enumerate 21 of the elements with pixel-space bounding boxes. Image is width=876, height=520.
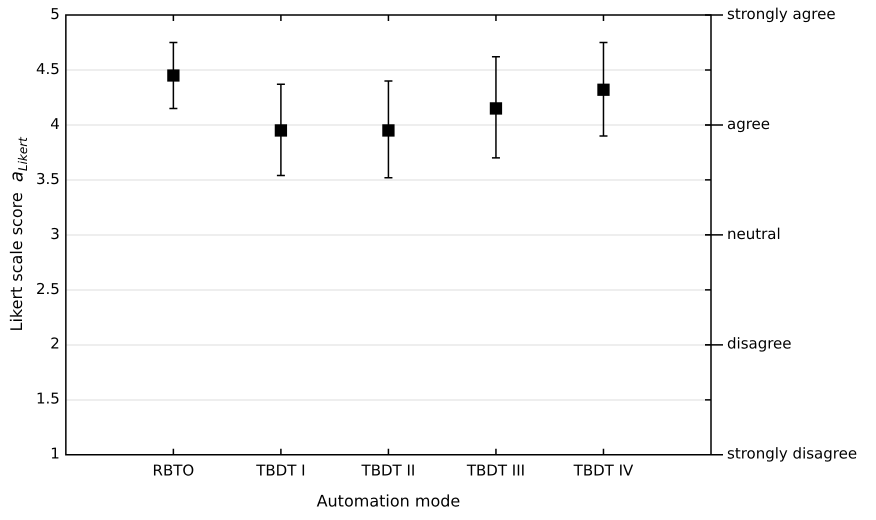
text: strongly disagree xyxy=(727,444,858,463)
y-tick-label: 3.5 xyxy=(36,170,60,188)
y-tick-label: 4.5 xyxy=(36,60,60,78)
x-tick-label: RBTO xyxy=(152,462,194,480)
y-tick-label: 2.5 xyxy=(36,280,60,298)
y-tick-label: 2 xyxy=(50,334,60,353)
y-tick-label: 1 xyxy=(50,444,60,463)
x-tick-label: TBDT III xyxy=(466,462,526,480)
y-axis-title: Likert scale score aLikert xyxy=(6,136,30,332)
text: strongly agree xyxy=(727,4,836,23)
text: neutral xyxy=(727,224,781,243)
x-tick-label: TBDT IV xyxy=(572,462,634,480)
y-tick-label: 1.5 xyxy=(36,390,60,408)
y-tick-label: 3 xyxy=(50,224,60,243)
x-tick-label: TBDT II xyxy=(360,462,416,480)
x-axis-title: Automation mode xyxy=(316,492,460,511)
y-tick-label: 5 xyxy=(50,4,60,23)
x-tick-label: TBDT I xyxy=(255,462,306,480)
text: disagree xyxy=(727,334,792,353)
y-tick-label: 4 xyxy=(50,114,60,133)
text: agree xyxy=(727,114,770,133)
